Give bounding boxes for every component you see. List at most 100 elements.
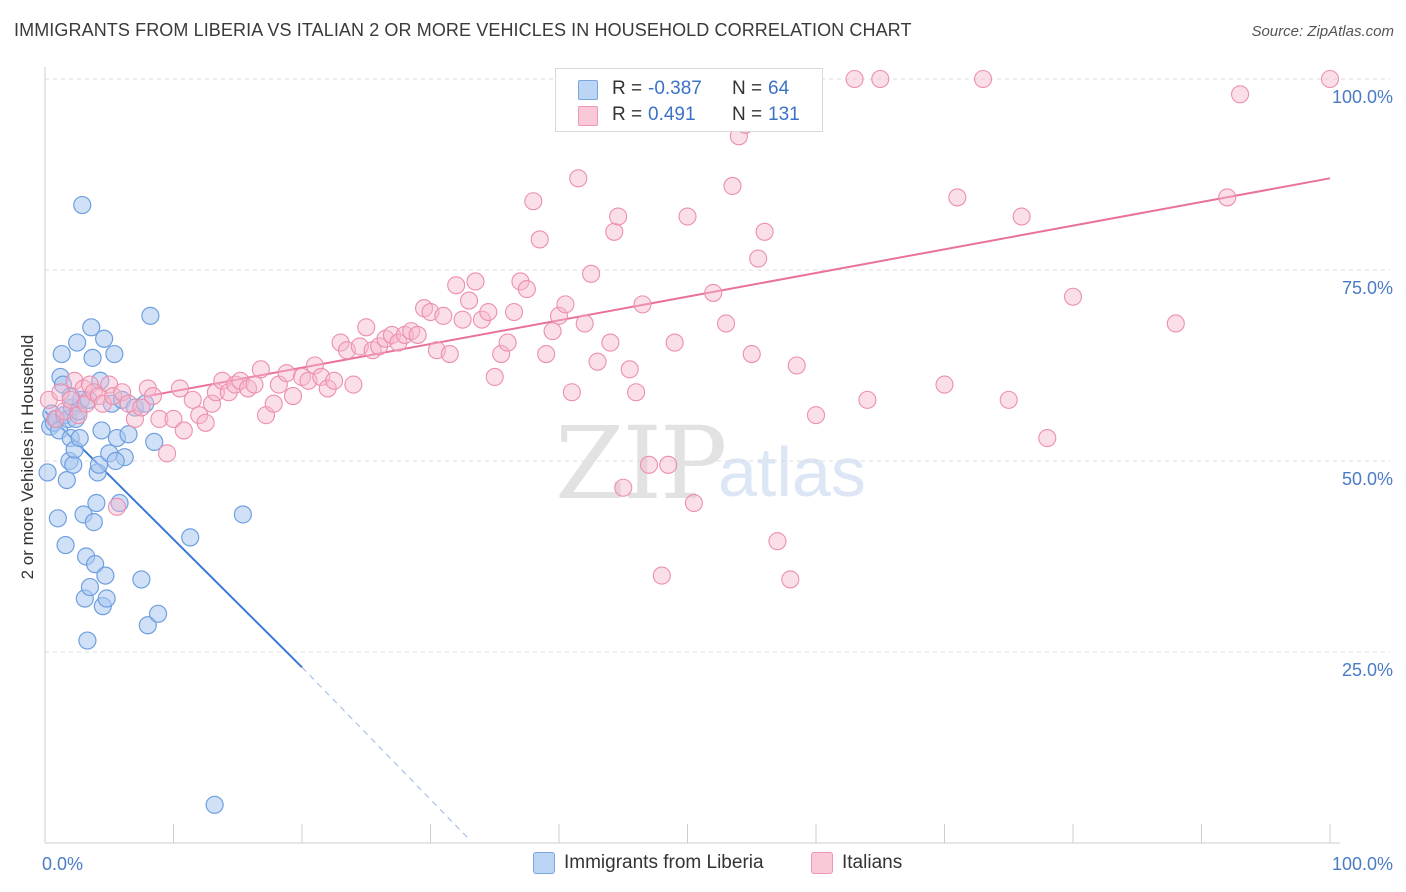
italians-point [190,406,209,425]
italians-point [1012,207,1031,226]
italians-point [871,69,890,89]
italians-point [389,333,408,352]
liberia-point [91,371,110,390]
italians-point [125,409,144,429]
italians-point [107,497,127,516]
italians-point [537,344,556,364]
italians-point [620,360,639,379]
liberia-point [106,451,125,471]
italians-point [678,207,697,226]
italians-point [434,306,453,325]
trend-line-liberia-extension [301,666,470,840]
axes [44,67,1340,844]
liberia-point [86,555,105,574]
italians-point [556,295,575,314]
correlation-legend: R = -0.387 N = 64 R = 0.491 N = 131 [555,68,823,132]
italians-point [1320,69,1340,89]
italians-point [1231,85,1250,104]
y-axis-title: 2 or more Vehicles in Household [18,335,37,580]
italians-point [1218,188,1237,207]
italians-point [723,176,742,196]
italians-point [466,272,485,291]
liberia-point [92,421,111,440]
legend-r-label: R = [612,78,643,99]
series-liberia-points [38,195,252,814]
liberia-point [68,333,87,352]
italians-point [61,390,80,409]
liberia-point [119,425,138,444]
italians-point [447,276,466,295]
liberia-point [52,344,71,364]
liberia-point [56,535,75,555]
italians-point [132,398,151,417]
legend-n-value: 64 [768,78,790,99]
italians-point [183,390,202,409]
italians-point [704,283,723,302]
bottom-legend-label-italians: Italians [842,852,903,873]
legend-swatch-italians [578,106,598,126]
italians-point [575,314,594,333]
liberia-point [87,493,106,513]
italians-point [614,478,633,497]
italians-point [170,379,189,398]
italians-point [781,570,800,589]
legend-n-label: N = [732,78,763,99]
watermark-zip: ZIP [555,405,727,522]
italians-point [357,318,376,337]
y-tick-label: 100.0% [1332,87,1393,107]
liberia-point [138,616,157,635]
italians-point [517,280,536,299]
italians-point [264,394,283,413]
italians-point [504,302,524,322]
italians-point [498,333,517,352]
liberia-point [82,318,101,337]
trend-line-liberia [44,410,303,668]
italians-point [659,455,678,474]
italians-point [158,444,177,463]
italians-point [283,387,303,406]
legend-swatch-liberia [578,80,598,100]
italians-point [665,333,684,352]
liberia-point [141,306,160,325]
watermark-atlas: atlas [718,433,866,511]
legend-r-value: 0.491 [648,104,696,125]
italians-point [231,371,250,390]
italians-point [601,333,620,352]
x-tick-label: 0.0% [42,854,83,874]
italians-point [845,69,864,89]
italians-point [331,333,350,352]
x-tick-label: 100.0% [1332,854,1393,874]
y-tick-label: 50.0% [1342,469,1393,489]
liberia-point [73,195,92,215]
liberia-point [38,463,57,482]
y-tick-label: 75.0% [1342,278,1393,298]
italians-point [973,69,993,89]
italians-point [569,169,588,188]
liberia-point [48,509,67,528]
italians-point [609,207,628,226]
italians-point [104,387,123,406]
legend-n-label: N = [732,104,763,125]
liberia-point [95,329,114,348]
italians-point [787,356,806,375]
italians-point [251,360,270,379]
italians-point [472,310,491,329]
italians-point [652,566,671,585]
source-credit: Source: ZipAtlas.com [1251,23,1394,40]
italians-point [1038,429,1057,448]
italians-point [639,455,659,474]
italians-point [93,394,112,413]
italians-point [742,344,761,364]
italians-point [174,421,193,440]
italians-point [453,310,472,329]
liberia-point [148,604,168,623]
italians-point [318,379,337,398]
italians-point [684,493,703,513]
liberia-point [80,577,100,597]
italians-point [768,532,787,551]
bottom-legend-swatch-italians [811,852,833,874]
tick-labels: 25.0% 50.0% 75.0% 100.0% 0.0% 100.0% [42,87,1393,874]
bottom-legend-label-liberia: Immigrants from Liberia [564,852,764,873]
italians-point [203,394,222,413]
